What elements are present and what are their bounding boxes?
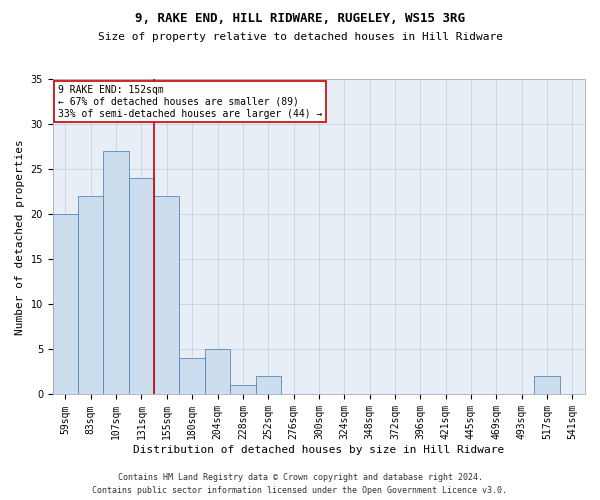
Bar	[53, 214, 78, 394]
Bar	[78, 196, 103, 394]
X-axis label: Distribution of detached houses by size in Hill Ridware: Distribution of detached houses by size …	[133, 445, 505, 455]
Bar	[154, 196, 179, 394]
Y-axis label: Number of detached properties: Number of detached properties	[15, 139, 25, 334]
Bar	[535, 376, 560, 394]
Bar	[256, 376, 281, 394]
Text: Size of property relative to detached houses in Hill Ridware: Size of property relative to detached ho…	[97, 32, 503, 42]
Bar	[205, 350, 230, 395]
Text: Contains public sector information licensed under the Open Government Licence v3: Contains public sector information licen…	[92, 486, 508, 495]
Text: 9 RAKE END: 152sqm
← 67% of detached houses are smaller (89)
33% of semi-detache: 9 RAKE END: 152sqm ← 67% of detached hou…	[58, 86, 322, 118]
Bar	[230, 386, 256, 394]
Text: 9, RAKE END, HILL RIDWARE, RUGELEY, WS15 3RG: 9, RAKE END, HILL RIDWARE, RUGELEY, WS15…	[135, 12, 465, 26]
Bar	[103, 151, 129, 394]
Bar	[179, 358, 205, 394]
Bar	[129, 178, 154, 394]
Text: Contains HM Land Registry data © Crown copyright and database right 2024.: Contains HM Land Registry data © Crown c…	[118, 472, 482, 482]
